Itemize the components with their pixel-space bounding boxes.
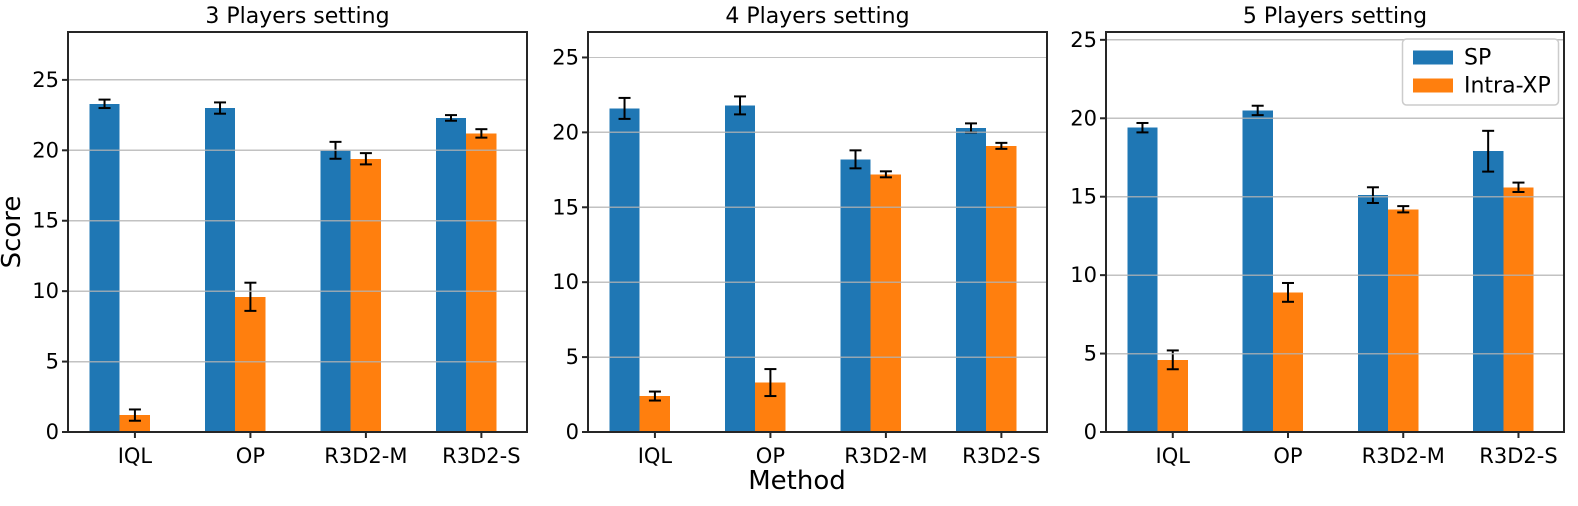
axes-frame [1105,31,1565,433]
error-bar-sp-iql [98,98,111,110]
error-bar-sp-op [734,95,747,116]
bar-intra-xp-r3d2-m [350,158,382,433]
legend-label-sp: SP [1464,46,1491,71]
bar-intra-xp-op [1272,292,1304,432]
legend-swatch-sp [1413,50,1453,65]
x-tick-label-op: OP [236,444,265,468]
y-tick-label-5: 5 [566,345,579,369]
subplot-3-plot: IQL OP R3D2-M R3D2-S 0 5 10 15 20 25 [1070,28,1565,468]
y-tick-label-15: 15 [32,209,59,233]
bar-sp-r3d2-s [955,127,987,433]
axes-frame [67,31,528,433]
y-tick-label-0: 0 [566,420,579,444]
bar-sp-op [724,105,756,433]
y-tick-label-5: 5 [1084,342,1097,366]
bar-intra-xp-r3d2-s [986,145,1017,432]
bar-intra-xp-r3d2-m [1388,209,1419,432]
bar-intra-xp-iql [1157,359,1188,432]
bar-sp-op [204,108,236,432]
error-bar-intra-xp-r3d2-m [879,170,892,179]
x-tick-label-r3d2-m: R3D2-M [844,444,927,468]
subplot-3-title: 5 Players setting [1243,4,1427,29]
x-tick-label-r3d2-m: R3D2-M [1362,444,1445,468]
error-bar-sp-r3d2-s [1482,129,1495,173]
error-bar-sp-op [1251,104,1264,117]
bar-sp-r3d2-m [1357,195,1389,432]
error-bar-intra-xp-r3d2-m [1397,205,1410,214]
error-bar-sp-r3d2-m [849,149,862,170]
y-tick-label-0: 0 [46,420,59,444]
error-bar-sp-iql [618,96,631,120]
bar-sp-r3d2-s [1473,151,1504,432]
bar-sp-r3d2-m [840,159,871,433]
x-tick-label-r3d2-m: R3D2-M [324,444,407,468]
legend: SP Intra-XP [1401,38,1560,106]
error-bar-intra-xp-r3d2-s [1512,181,1525,193]
x-tick-label-r3d2-s: R3D2-S [1479,444,1557,468]
y-tick-label-20: 20 [32,138,59,162]
error-bar-intra-xp-iql [128,408,141,422]
y-tick-label-15: 15 [1070,185,1097,209]
bar-intra-xp-iql [119,415,151,432]
error-bar-intra-xp-iql [648,390,661,402]
y-tick-label-20: 20 [1070,106,1097,130]
bar-intra-xp-r3d2-m [870,174,902,433]
bar-intra-xp-r3d2-s [1503,187,1534,432]
subplot-1-plot: IQL OP R3D2-M R3D2-S 0 5 10 15 20 25 [32,31,528,468]
y-tick-label-0: 0 [1084,420,1097,444]
x-tick-label-iql: IQL [118,444,153,468]
y-tick-label-10: 10 [1070,263,1097,287]
bar-intra-xp-r3d2-s [466,133,497,432]
y-tick-label-10: 10 [552,270,579,294]
legend-label-intra-xp: Intra-XP [1464,74,1551,99]
error-bar-sp-op [214,101,227,115]
y-tick-label-10: 10 [32,279,59,303]
y-tick-label-15: 15 [552,195,579,219]
bar-sp-op [1242,110,1273,433]
bar-intra-xp-op [235,296,266,432]
y-tick-label-5: 5 [46,350,59,374]
subplot-2-title: 4 Players setting [725,4,909,29]
bar-sp-iql [609,108,640,433]
axes-frame [587,31,1048,433]
error-bar-sp-iql [1136,121,1149,134]
bar-sp-iql [1127,127,1158,432]
x-tick-label-iql: IQL [1156,444,1191,468]
error-bar-sp-r3d2-s [444,114,457,122]
bar-sp-r3d2-s [435,117,467,433]
y-axis-label: Score [0,196,27,269]
y-tick-label-25: 25 [1070,28,1097,52]
x-tick-label-op: OP [756,444,785,468]
legend-swatch-intra-xp [1413,78,1453,93]
x-tick-label-r3d2-s: R3D2-S [442,444,520,468]
x-tick-label-r3d2-s: R3D2-S [962,444,1040,468]
subplot-1-title: 3 Players setting [205,4,389,29]
error-bar-sp-r3d2-m [1366,186,1379,204]
error-bar-intra-xp-r3d2-s [475,128,488,139]
subplot-2-plot: IQL OP R3D2-M R3D2-S 0 5 10 15 20 25 [552,31,1048,468]
y-tick-label-20: 20 [552,120,579,144]
y-tick-label-25: 25 [32,68,59,92]
error-bar-intra-xp-r3d2-m [359,152,372,166]
error-bar-intra-xp-op [244,281,257,312]
error-bar-intra-xp-op [1282,281,1295,303]
x-tick-label-iql: IQL [638,444,673,468]
y-tick-label-25: 25 [552,45,579,69]
x-tick-label-op: OP [1273,444,1302,468]
bar-sp-iql [89,103,120,433]
bar-intra-xp-iql [639,396,671,432]
x-axis-label: Method [748,466,846,496]
error-bar-intra-xp-op [764,368,777,398]
error-bar-intra-xp-r3d2-s [995,141,1008,150]
plot-areas: IQL OP R3D2-M R3D2-S 0 5 10 15 20 25 IQL OP R3D2-M R3… [32,28,1565,468]
